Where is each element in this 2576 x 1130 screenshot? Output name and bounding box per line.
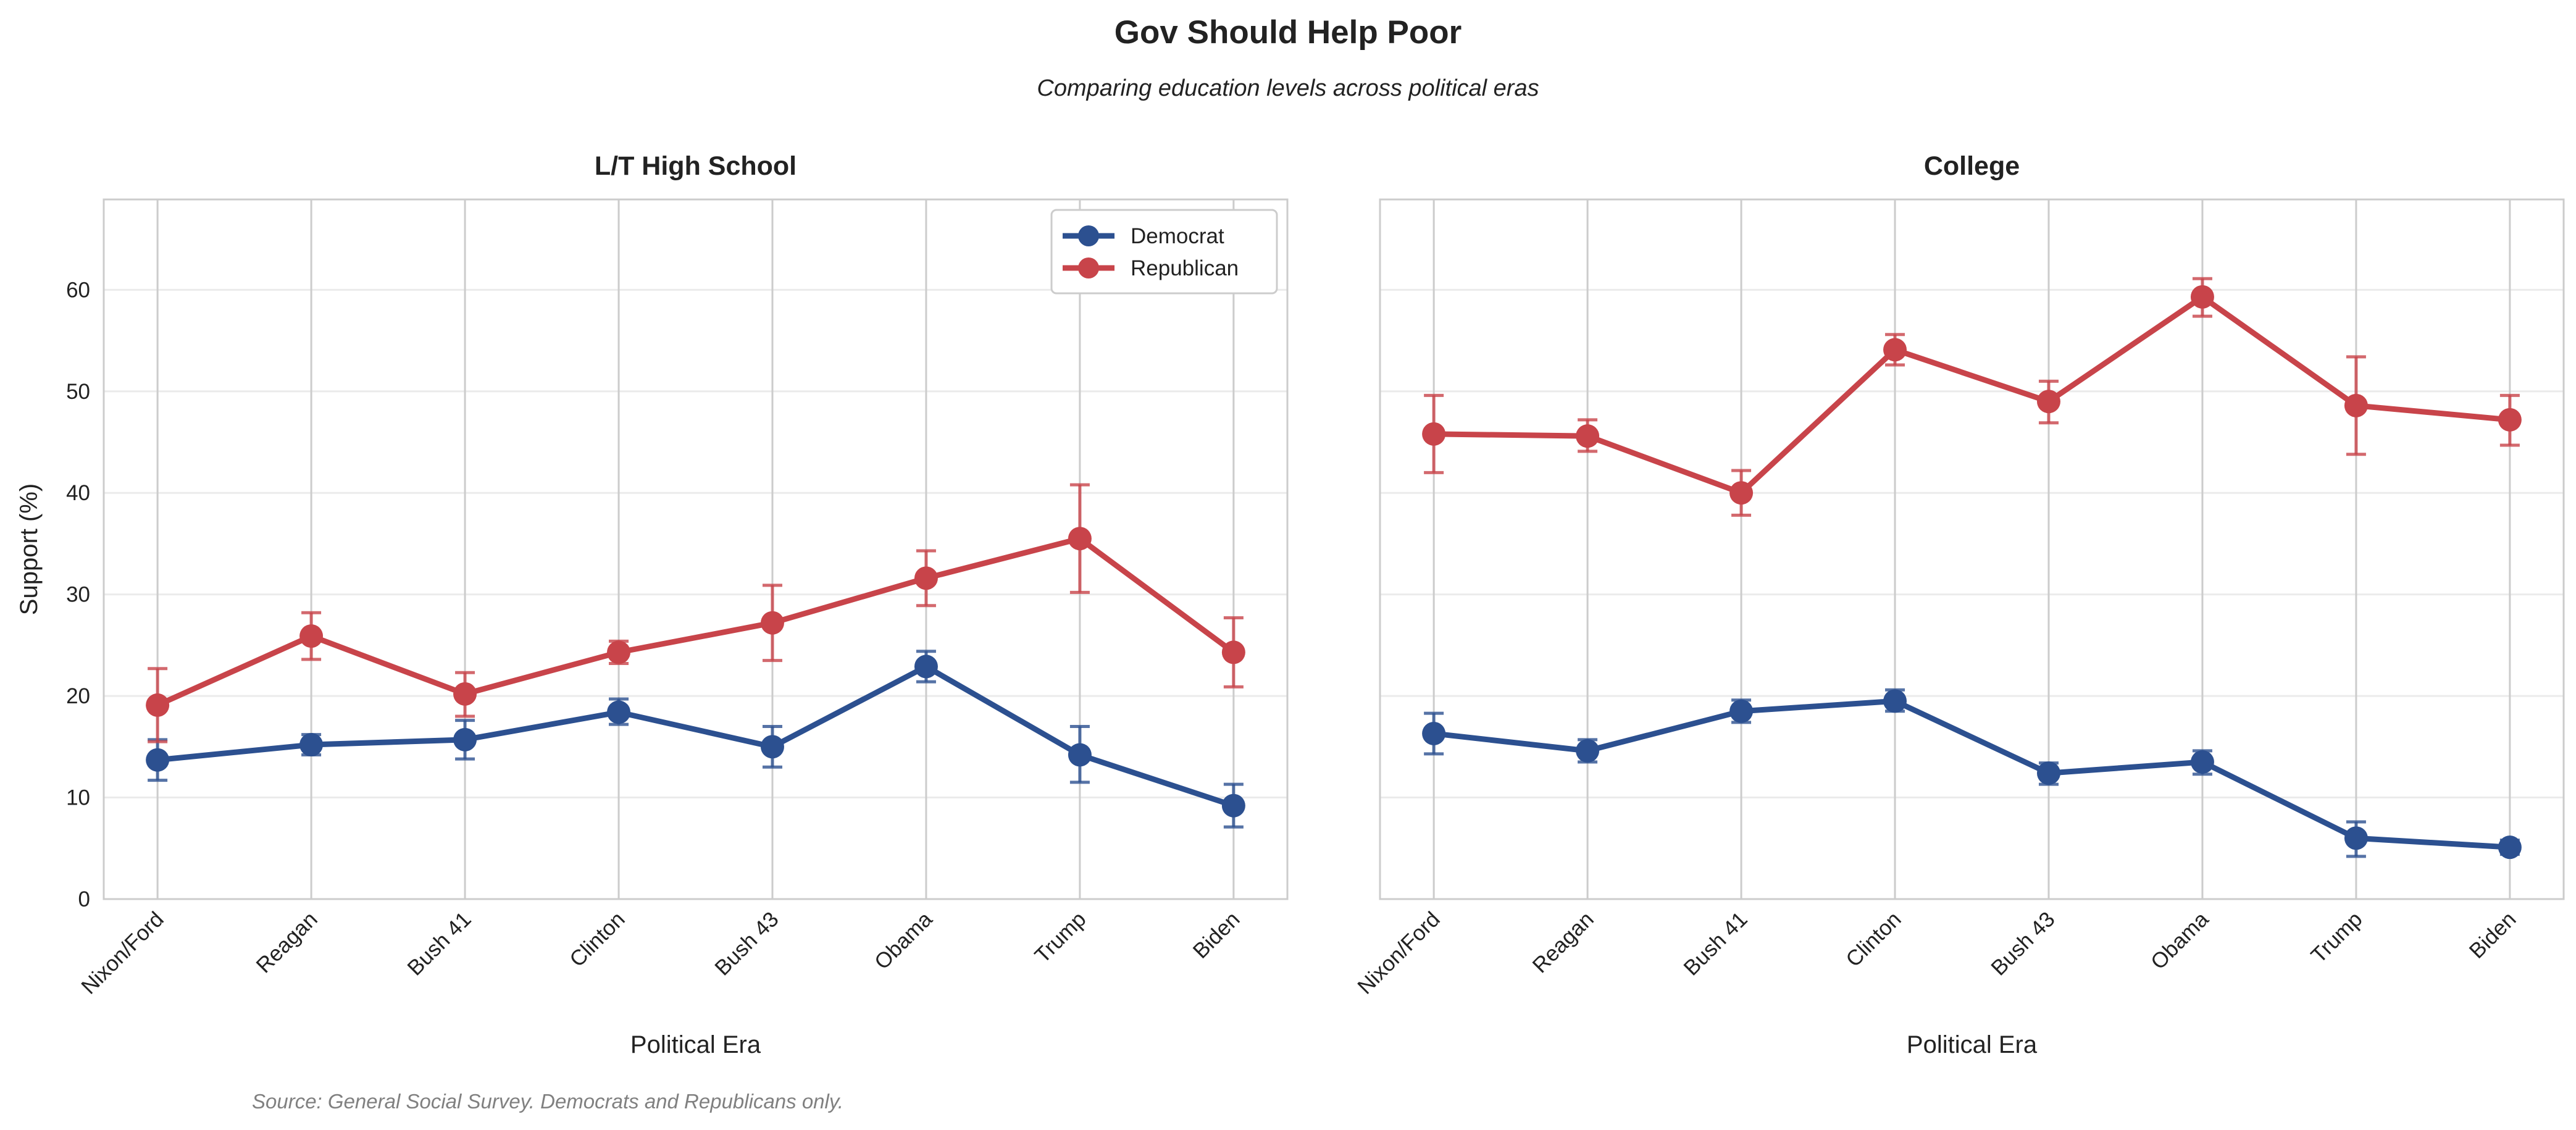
data-point	[146, 748, 170, 772]
data-point	[1068, 527, 1092, 551]
y-tick-label: 10	[66, 786, 90, 810]
x-tick-label: Reagan	[251, 907, 322, 977]
data-point	[760, 735, 784, 759]
legend-label: Republican	[1131, 256, 1239, 280]
data-point	[2498, 408, 2522, 432]
x-tick-label: Nixon/Ford	[1353, 907, 1445, 999]
data-point	[2344, 826, 2368, 850]
x-tick-label: Clinton	[1841, 907, 1906, 972]
x-tick-label: Obama	[870, 907, 937, 974]
data-point	[607, 640, 631, 664]
figure-subtitle: Comparing education levels across politi…	[1037, 75, 1539, 101]
x-tick-label: Nixon/Ford	[77, 907, 169, 999]
data-point	[1422, 721, 1446, 745]
x-tick-label: Trump	[1030, 907, 1090, 968]
data-point	[1576, 424, 1600, 448]
data-point	[453, 682, 477, 706]
x-axis-label: Political Era	[630, 1031, 761, 1058]
panel-2: Nixon/Ford Reagan Bush 41 Clinton Bush 43 Oba…	[1353, 151, 2565, 1058]
data-point	[1221, 640, 1245, 664]
data-point	[914, 566, 938, 590]
legend-item-democrat: Democrat	[1063, 224, 1224, 248]
x-tick-label: Clinton	[565, 907, 630, 972]
data-point	[2190, 750, 2214, 774]
y-tick-label: 0	[78, 887, 90, 911]
y-tick-label: 60	[66, 278, 90, 302]
y-tick-label: 50	[66, 380, 90, 404]
data-point	[607, 700, 631, 724]
data-point	[2498, 835, 2522, 860]
panel-title: L/T High School	[595, 151, 797, 181]
legend-label: Democrat	[1131, 224, 1224, 248]
panel-title: College	[1924, 151, 2020, 181]
data-point	[2036, 390, 2060, 414]
x-tick-label: Bush 43	[1986, 907, 2059, 980]
x-axis-label: Political Era	[1907, 1031, 2038, 1058]
x-tick-label: Reagan	[1528, 907, 1598, 977]
x-tick-label: Bush 43	[710, 907, 783, 980]
data-point	[453, 727, 477, 751]
x-tick-label: Bush 41	[1679, 907, 1752, 980]
data-point	[1422, 422, 1446, 446]
series-line	[1433, 698, 2511, 850]
data-point	[299, 624, 324, 648]
series-line	[156, 535, 1236, 708]
data-point	[2036, 761, 2060, 785]
legend: Democrat Republican	[1050, 209, 1278, 295]
panel-1: 0 10 20 30 40 50 60 Nixon/Ford Reagan Bush 41 Clin…	[15, 151, 1289, 1058]
series-line	[157, 663, 1235, 808]
y-tick-label: 30	[66, 583, 90, 607]
data-point	[1729, 481, 1754, 505]
x-tick-label: Obama	[2146, 907, 2214, 974]
x-tick-label: Bush 41	[403, 907, 475, 980]
figure-title: Gov Should Help Poor	[1114, 14, 1462, 51]
plot-area	[104, 199, 1287, 899]
y-axis-label: Support (%)	[15, 483, 43, 615]
series-republican	[146, 483, 1245, 743]
data-point	[1576, 739, 1600, 763]
axes-frame	[102, 198, 1289, 900]
y-tick-label: 40	[66, 481, 90, 505]
data-point	[1221, 793, 1245, 818]
data-point	[1729, 699, 1754, 723]
x-tick-label: Biden	[2465, 907, 2521, 963]
legend-item-republican: Republican	[1063, 256, 1239, 280]
data-point	[914, 655, 938, 679]
data-point	[1068, 743, 1092, 767]
source-note: Source: General Social Survey. Democrats…	[252, 1090, 843, 1113]
series-republican	[1422, 277, 2522, 517]
data-point	[299, 733, 324, 757]
series-democrat	[146, 650, 1245, 829]
data-point	[1883, 338, 1907, 362]
data-point	[2344, 393, 2368, 417]
series-line	[1434, 294, 2511, 496]
series-democrat	[1422, 688, 2522, 860]
data-point	[1883, 689, 1907, 713]
data-point	[2190, 285, 2214, 309]
data-point	[760, 611, 784, 635]
data-point	[146, 693, 170, 717]
y-tick-label: 20	[66, 684, 90, 708]
axes-frame	[1379, 198, 2565, 900]
x-tick-label: Trump	[2306, 907, 2367, 968]
x-tick-label: Biden	[1189, 907, 1245, 963]
plot-area	[1380, 199, 2564, 899]
